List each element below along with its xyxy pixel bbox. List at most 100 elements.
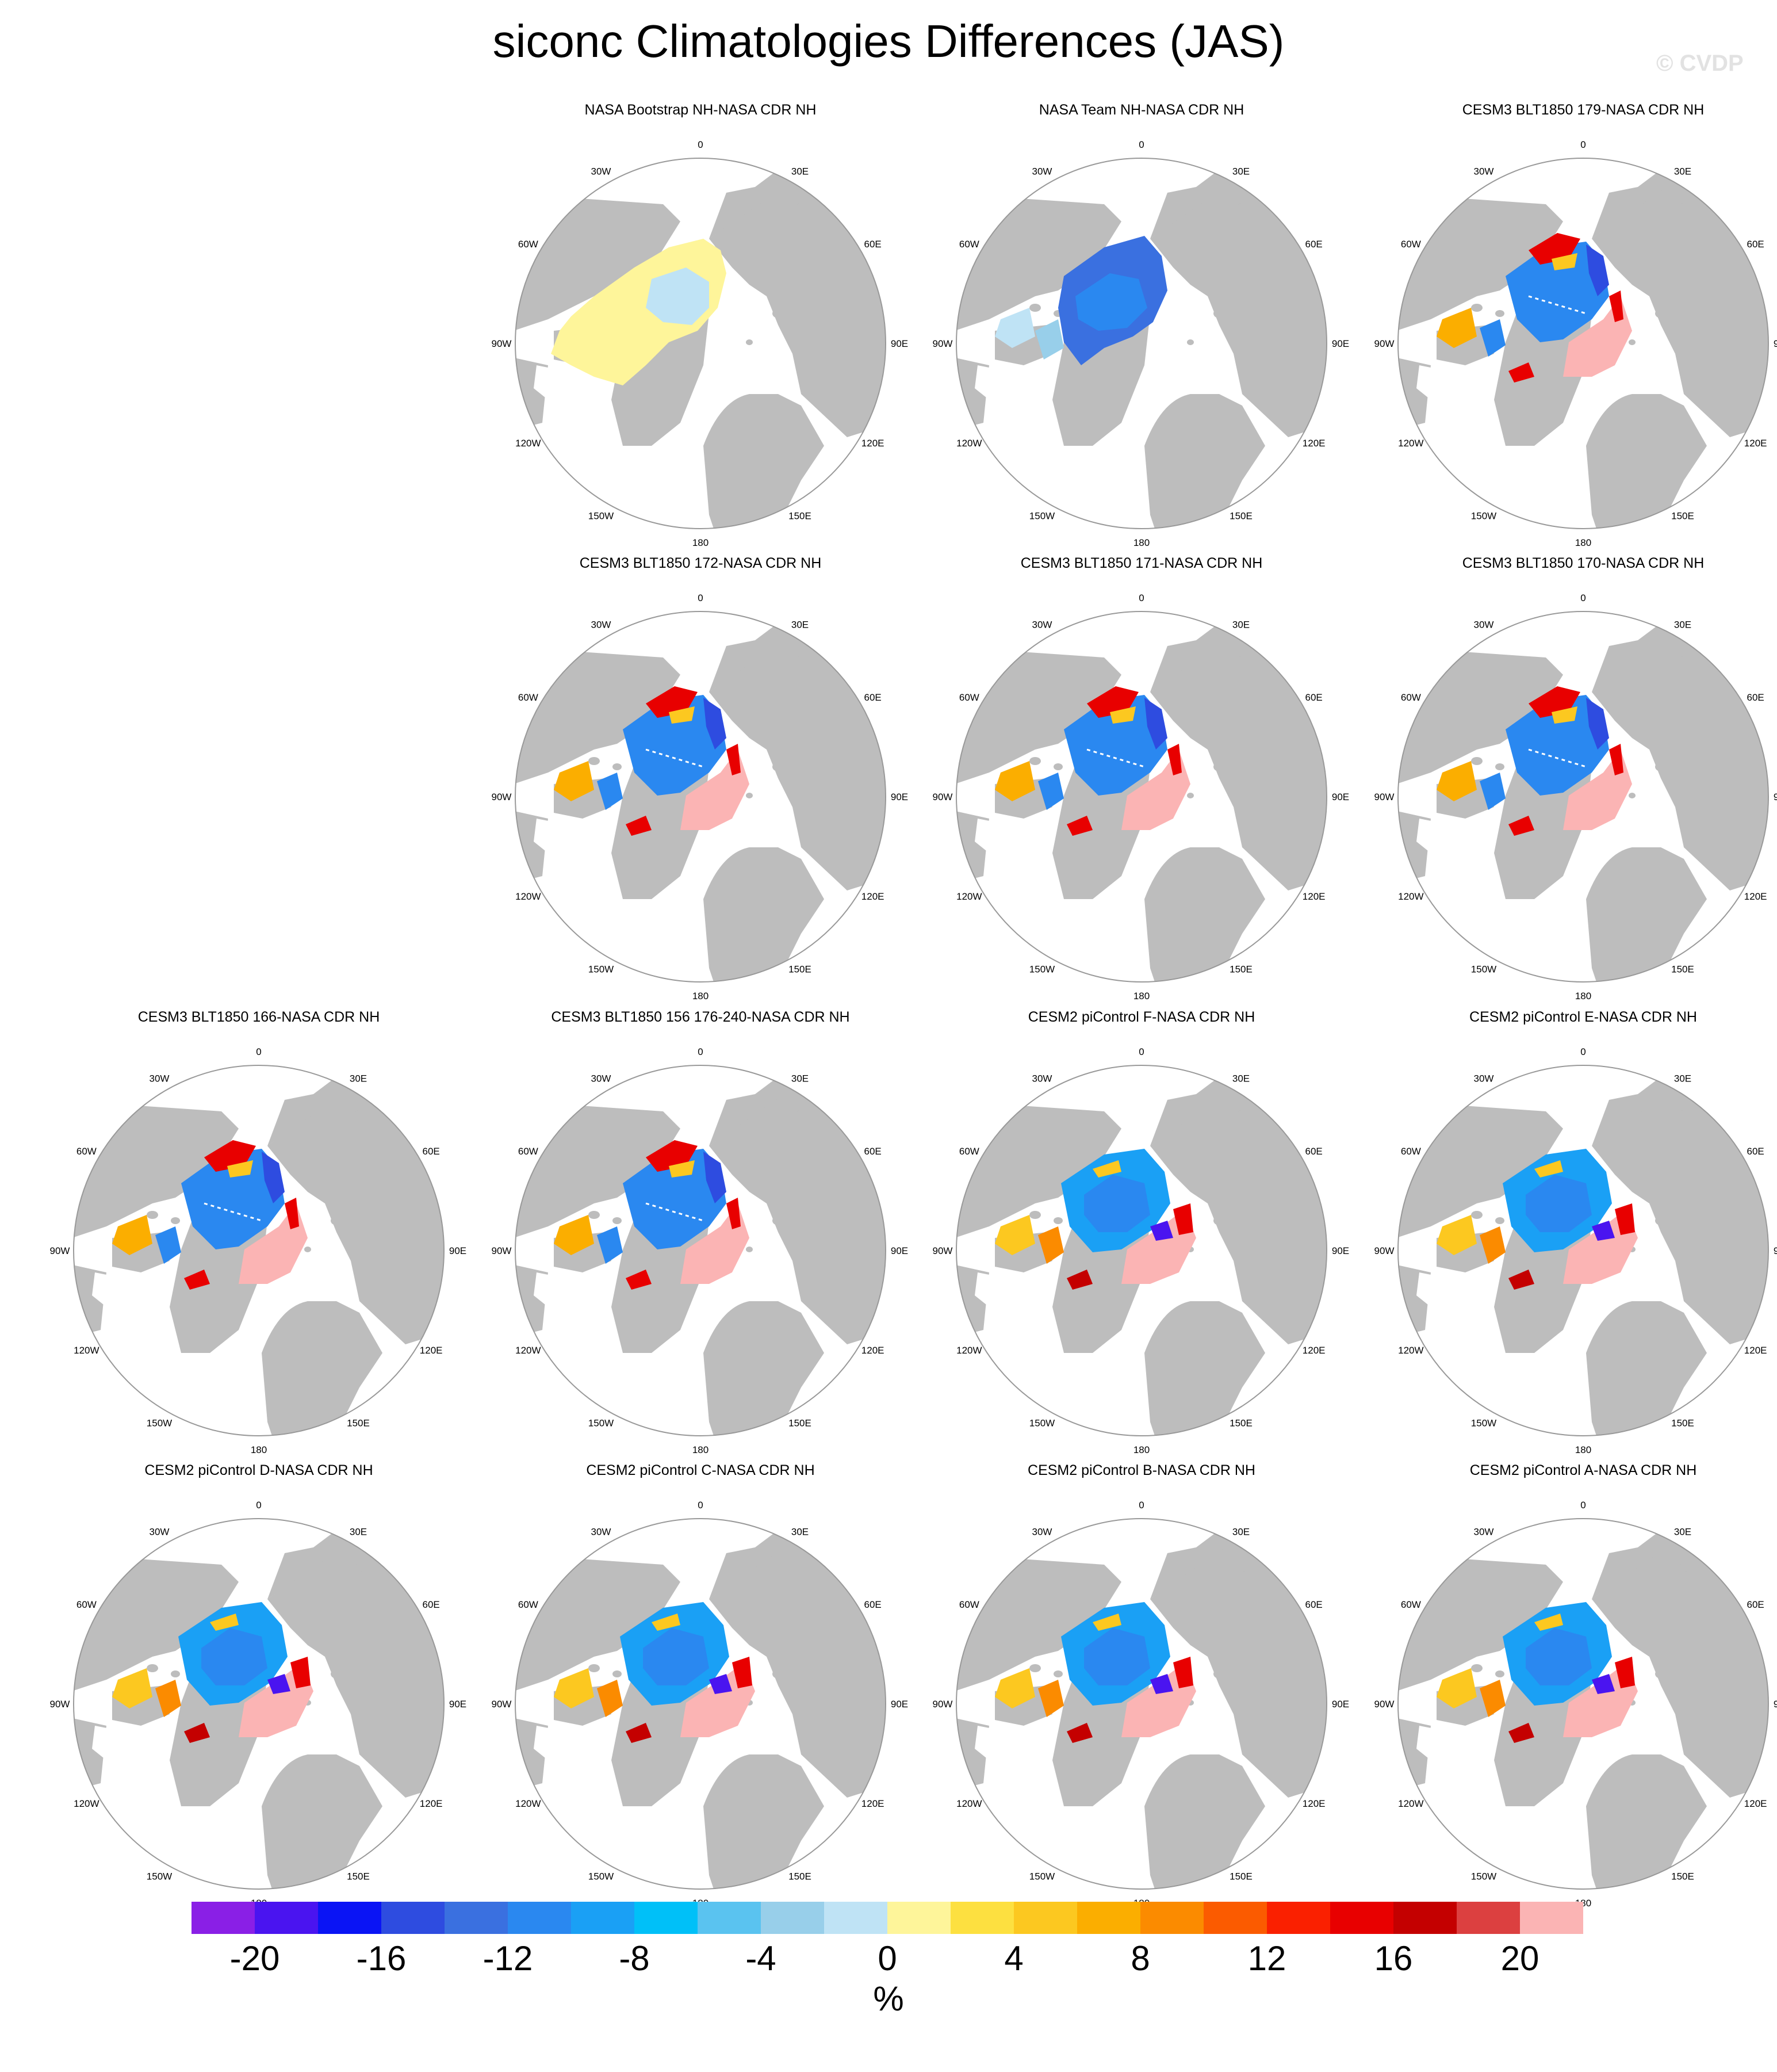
map-boundary [956,1065,1327,1436]
longitude-label: 120E [1744,1798,1767,1809]
panel-title: NASA Bootstrap NH-NASA CDR NH [584,102,817,118]
longitude-label: 30W [1474,1073,1494,1084]
longitude-label: 60E [1747,1146,1764,1157]
colorbar-units: % [873,1979,904,2018]
anomaly-field [1437,686,1632,836]
figure-title: siconc Climatologies Differences (JAS) [492,16,1285,67]
land-mask [74,1065,444,1436]
longitude-label: 60E [1747,239,1764,250]
longitude-label: 30E [791,166,809,177]
colorbar-swatch [1140,1902,1204,1934]
longitude-label: 30W [591,619,611,630]
map-panel: CESM2 piControl C-NASA CDR NH180150E120E… [479,1461,922,1910]
colorbar-swatch [381,1902,445,1934]
longitude-label: 150W [588,511,614,522]
longitude-label: 90E [1332,1245,1349,1256]
longitude-label: 90E [1774,1699,1777,1710]
panel-title: CESM2 piControl C-NASA CDR NH [586,1462,815,1478]
longitude-label: 30E [1232,1073,1250,1084]
longitude-label: 90W [50,1245,70,1256]
colorbar-swatch [571,1902,634,1934]
longitude-label: 0 [1580,592,1585,603]
longitude-label: 150E [788,511,811,522]
map-boundary [515,1065,886,1436]
anomaly-field [995,1149,1196,1290]
longitude-label: 60E [423,1599,440,1610]
colorbar-tick-label: -20 [229,1939,280,1978]
longitude-label: 90E [891,792,908,802]
map-boundary [1397,158,1769,529]
colorbar-swatch [508,1902,571,1934]
longitude-label: 60W [518,692,538,703]
colorbar-tick-label: -16 [356,1939,407,1978]
polar-stereographic-map: 180 150E 120E 90E 60E 30E 0 30W 60W 90W 120W 150W [933,592,1350,1001]
panel-title: CESM2 piControl E-NASA CDR NH [1469,1009,1697,1025]
polar-stereographic-map: 180 150E 120E 90E 60E 30E 0 30W 60W 90W 120W 150W [492,1046,909,1455]
longitude-label: 150W [147,1418,172,1429]
longitude-label: 60E [864,239,882,250]
longitude-label: 0 [1139,139,1144,150]
longitude-label: 60W [1401,1146,1421,1157]
longitude-label: 150W [588,1418,614,1429]
longitude-label: 180 [1133,1444,1150,1455]
longitude-label: 120E [1303,438,1326,449]
map-panel: CESM2 piControl D-NASA CDR NH180150E120E… [37,1461,480,1910]
longitude-label: 0 [1580,139,1585,150]
longitude-label: 90W [492,338,512,349]
longitude-label: 150E [1230,1871,1253,1882]
longitude-label: 30E [1674,1073,1691,1084]
polar-stereographic-map: 180 150E 120E 90E 60E 30E 0 30W 60W 90W 120W 150W [1374,592,1777,1001]
colorbar-tick-label: 0 [878,1939,897,1978]
longitude-label: 0 [1139,1046,1144,1057]
longitude-label: 30E [791,1073,809,1084]
anomaly-field [1437,1149,1638,1290]
colorbar-swatch [1330,1902,1393,1934]
panel-title: CESM2 piControl A-NASA CDR NH [1469,1462,1697,1478]
longitude-label: 60W [959,1146,979,1157]
longitude-label: 30E [1674,166,1691,177]
longitude-label: 30E [350,1526,367,1537]
longitude-label: 90E [891,1699,908,1710]
map-boundary [1397,1518,1769,1890]
panel-title: CESM3 BLT1850 156 176-240-NASA CDR NH [551,1009,850,1025]
longitude-label: 30E [350,1073,367,1084]
polar-stereographic-map: 180 150E 120E 90E 60E 30E 0 30W 60W 90W 120W 150W [492,139,909,548]
anomaly-field [995,1602,1196,1743]
longitude-label: 120W [1398,891,1423,902]
colorbar-swatch [1014,1902,1077,1934]
map-panel: CESM3 BLT1850 166-NASA CDR NH 180 150E 120E… [37,1008,480,1456]
longitude-label: 90W [492,1245,512,1256]
longitude-label: 0 [698,1500,703,1511]
longitude-label: 0 [1139,592,1144,603]
longitude-label: 120W [1398,1798,1423,1809]
longitude-label: 180 [692,537,708,548]
anomaly-field [1437,1602,1638,1743]
map-panel: CESM3 BLT1850 172-NASA CDR NH 180 150E 120E… [479,554,922,1003]
colorbar-swatch [951,1902,1014,1934]
longitude-label: 120E [1303,1798,1326,1809]
longitude-label: 120E [861,891,884,902]
colorbar-swatch [887,1902,951,1934]
colorbar-tick-label: 4 [1004,1939,1024,1978]
longitude-label: 60W [1401,692,1421,703]
longitude-label: 60E [864,692,882,703]
colorbar-tick-label: -8 [619,1939,650,1978]
longitude-label: 120W [74,1345,99,1356]
longitude-label: 120W [1398,1345,1423,1356]
longitude-label: 30E [791,619,809,630]
longitude-label: 150E [788,1871,811,1882]
longitude-label: 30W [150,1073,170,1084]
longitude-label: 90W [933,1245,953,1256]
longitude-label: 120E [861,1345,884,1356]
colorbar-swatch [761,1902,824,1934]
longitude-label: 90W [1374,1699,1395,1710]
longitude-label: 120E [1744,891,1767,902]
colorbar-tick-label: 20 [1500,1939,1539,1978]
anomaly-field [554,1140,749,1290]
longitude-label: 30W [1474,1526,1494,1537]
longitude-label: 120W [956,891,982,902]
colorbar-swatch [255,1902,318,1934]
map-boundary [515,611,886,983]
panel-title: NASA Team NH-NASA CDR NH [1039,102,1244,118]
colorbar-swatch [445,1902,508,1934]
